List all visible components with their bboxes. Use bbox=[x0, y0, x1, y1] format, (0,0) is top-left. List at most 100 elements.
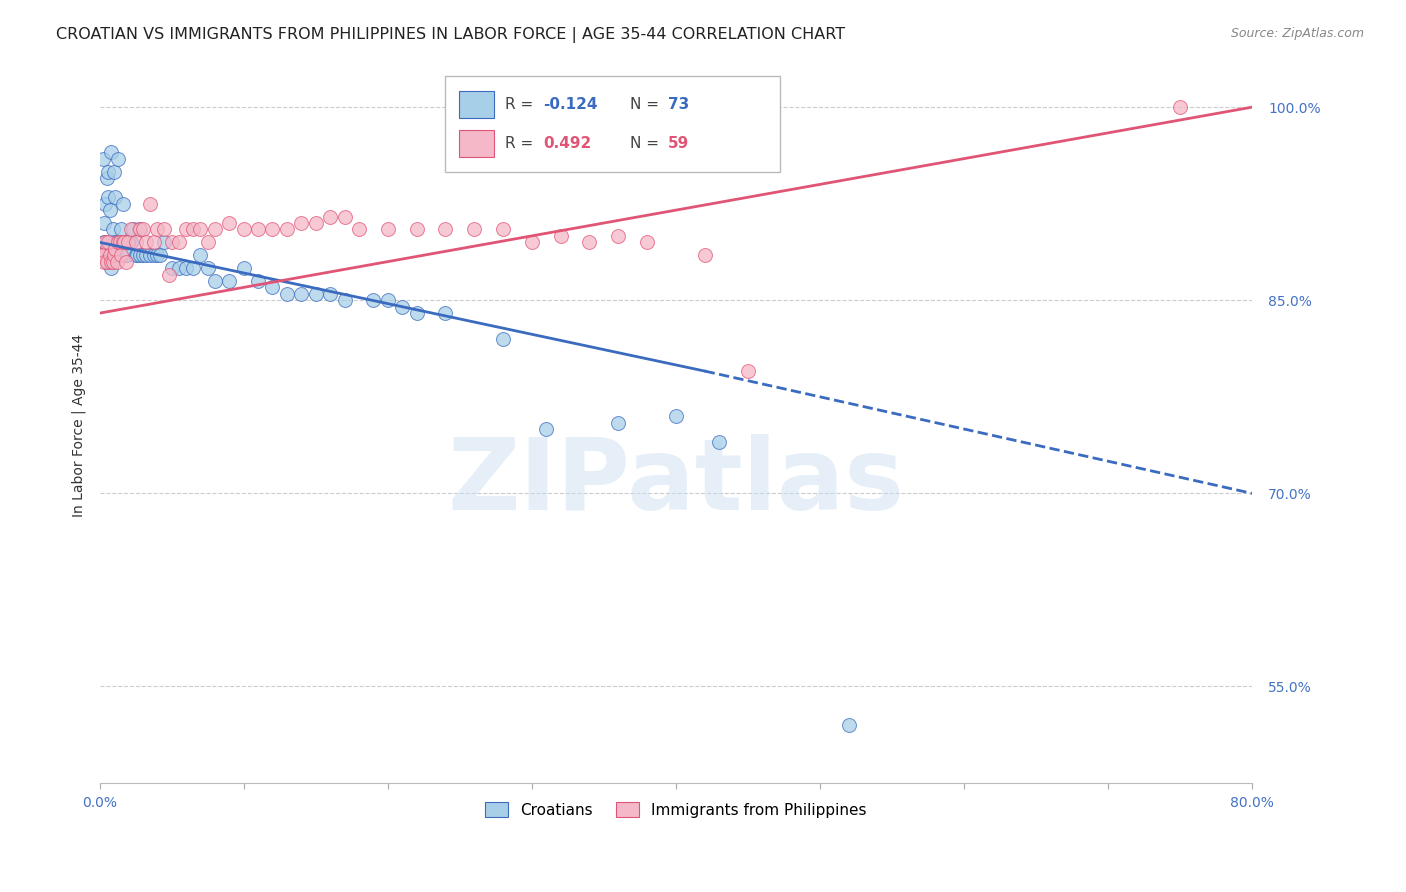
Point bbox=[143, 248, 166, 262]
Point bbox=[120, 235, 142, 250]
Point bbox=[550, 228, 572, 243]
Point bbox=[93, 235, 115, 250]
Point bbox=[262, 280, 284, 294]
Point bbox=[174, 222, 197, 236]
Text: R =: R = bbox=[505, 136, 538, 151]
Point bbox=[132, 248, 155, 262]
Point bbox=[153, 222, 176, 236]
Point bbox=[146, 222, 169, 236]
Point bbox=[153, 235, 176, 250]
Point bbox=[391, 300, 413, 314]
Text: ZIPatlas: ZIPatlas bbox=[447, 434, 904, 532]
Point bbox=[737, 364, 759, 378]
Point bbox=[578, 235, 600, 250]
Point bbox=[121, 222, 143, 236]
Point bbox=[129, 248, 152, 262]
Point bbox=[190, 222, 212, 236]
Point bbox=[96, 254, 118, 268]
Point bbox=[838, 718, 860, 732]
Point bbox=[707, 434, 730, 449]
Point bbox=[181, 261, 204, 276]
Point bbox=[139, 196, 162, 211]
Point bbox=[135, 235, 157, 250]
Point bbox=[247, 274, 270, 288]
Point bbox=[94, 235, 117, 250]
Point bbox=[96, 242, 118, 256]
Point bbox=[377, 293, 399, 308]
Point bbox=[218, 274, 240, 288]
Point bbox=[218, 216, 240, 230]
Text: N =: N = bbox=[630, 96, 664, 112]
Point bbox=[104, 190, 127, 204]
Point bbox=[107, 235, 129, 250]
Point bbox=[135, 248, 157, 262]
Point bbox=[112, 235, 135, 250]
Point bbox=[262, 222, 284, 236]
Point bbox=[143, 235, 166, 250]
Point bbox=[636, 235, 658, 250]
Point bbox=[97, 190, 120, 204]
Text: Source: ZipAtlas.com: Source: ZipAtlas.com bbox=[1230, 27, 1364, 40]
Point bbox=[157, 268, 180, 282]
Point bbox=[101, 248, 124, 262]
Point bbox=[139, 248, 162, 262]
Point bbox=[101, 222, 124, 236]
Point bbox=[100, 254, 122, 268]
Point bbox=[149, 248, 172, 262]
Point bbox=[693, 248, 716, 262]
Point bbox=[104, 248, 127, 262]
Point bbox=[97, 164, 120, 178]
Point bbox=[107, 235, 129, 250]
Point bbox=[181, 222, 204, 236]
Y-axis label: In Labor Force | Age 35-44: In Labor Force | Age 35-44 bbox=[72, 334, 86, 517]
Point bbox=[125, 248, 148, 262]
Point bbox=[105, 235, 128, 250]
Point bbox=[405, 222, 427, 236]
Point bbox=[665, 409, 688, 424]
Point bbox=[174, 261, 197, 276]
Point bbox=[90, 248, 112, 262]
Point bbox=[128, 222, 150, 236]
Point bbox=[333, 293, 356, 308]
Point bbox=[100, 145, 122, 160]
Point bbox=[108, 235, 131, 250]
Point bbox=[290, 286, 312, 301]
Point bbox=[97, 235, 120, 250]
Point bbox=[107, 152, 129, 166]
Point bbox=[197, 261, 219, 276]
Point bbox=[607, 416, 630, 430]
Point bbox=[117, 235, 139, 250]
Text: 59: 59 bbox=[668, 136, 689, 151]
Text: -0.124: -0.124 bbox=[543, 96, 598, 112]
Text: 73: 73 bbox=[668, 96, 689, 112]
Point bbox=[276, 286, 298, 301]
Point bbox=[232, 222, 254, 236]
Point bbox=[160, 235, 183, 250]
Point bbox=[377, 222, 399, 236]
Point bbox=[110, 235, 132, 250]
Point bbox=[98, 203, 121, 218]
Text: 0.492: 0.492 bbox=[543, 136, 592, 151]
Point bbox=[534, 422, 557, 436]
Point bbox=[117, 235, 139, 250]
Point bbox=[290, 216, 312, 230]
Text: CROATIAN VS IMMIGRANTS FROM PHILIPPINES IN LABOR FORCE | AGE 35-44 CORRELATION C: CROATIAN VS IMMIGRANTS FROM PHILIPPINES … bbox=[56, 27, 845, 43]
Point bbox=[108, 235, 131, 250]
Point bbox=[247, 222, 270, 236]
Point bbox=[110, 222, 132, 236]
Point bbox=[276, 222, 298, 236]
Point bbox=[434, 306, 457, 320]
Point bbox=[101, 254, 124, 268]
Point bbox=[463, 222, 485, 236]
Point bbox=[167, 261, 190, 276]
Point bbox=[232, 261, 254, 276]
Point bbox=[520, 235, 543, 250]
Point bbox=[167, 235, 190, 250]
Point bbox=[115, 248, 138, 262]
Point bbox=[197, 235, 219, 250]
Point bbox=[112, 235, 135, 250]
Point bbox=[492, 332, 515, 346]
Point bbox=[347, 222, 370, 236]
Point bbox=[100, 261, 122, 276]
Point bbox=[124, 235, 146, 250]
